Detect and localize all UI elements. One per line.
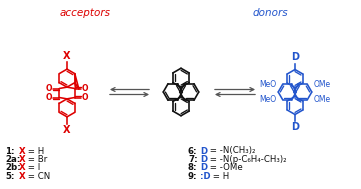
Text: D: D — [200, 163, 207, 173]
Text: X: X — [63, 51, 71, 61]
Text: MeO: MeO — [259, 95, 276, 104]
Text: D: D — [200, 155, 207, 164]
Text: = I: = I — [25, 163, 40, 173]
Text: = -OMe: = -OMe — [207, 163, 243, 173]
Text: X: X — [63, 125, 71, 135]
Text: MeO: MeO — [259, 80, 276, 89]
Text: 1:: 1: — [5, 146, 14, 156]
Text: = H: = H — [25, 146, 44, 156]
Text: O: O — [82, 84, 88, 93]
Text: :D: :D — [200, 172, 210, 181]
Text: X: X — [19, 155, 26, 164]
Text: = CN: = CN — [25, 172, 50, 181]
Text: 2a:: 2a: — [5, 155, 20, 164]
Text: = -N(CH₃)₂: = -N(CH₃)₂ — [207, 146, 256, 156]
Text: O: O — [82, 93, 88, 102]
Text: OMe: OMe — [314, 80, 331, 89]
Text: 7:: 7: — [188, 155, 197, 164]
Text: OMe: OMe — [314, 95, 331, 104]
Text: = -N(p-C₆H₄-CH₃)₂: = -N(p-C₆H₄-CH₃)₂ — [207, 155, 287, 164]
Text: D: D — [200, 146, 207, 156]
Text: 5:: 5: — [5, 172, 14, 181]
Text: 6:: 6: — [188, 146, 197, 156]
Text: 9:: 9: — [188, 172, 197, 181]
Text: X: X — [19, 172, 26, 181]
Text: O: O — [45, 84, 52, 93]
Text: D: D — [291, 52, 299, 62]
Text: = Br: = Br — [25, 155, 47, 164]
Text: D: D — [291, 122, 299, 132]
Text: donors: donors — [252, 8, 288, 18]
Text: X: X — [19, 163, 26, 173]
Text: acceptors: acceptors — [60, 8, 110, 18]
Text: 8:: 8: — [188, 163, 197, 173]
Text: O: O — [45, 93, 52, 102]
Text: = H: = H — [210, 172, 229, 181]
Text: 2b:: 2b: — [5, 163, 21, 173]
Text: X: X — [19, 146, 26, 156]
